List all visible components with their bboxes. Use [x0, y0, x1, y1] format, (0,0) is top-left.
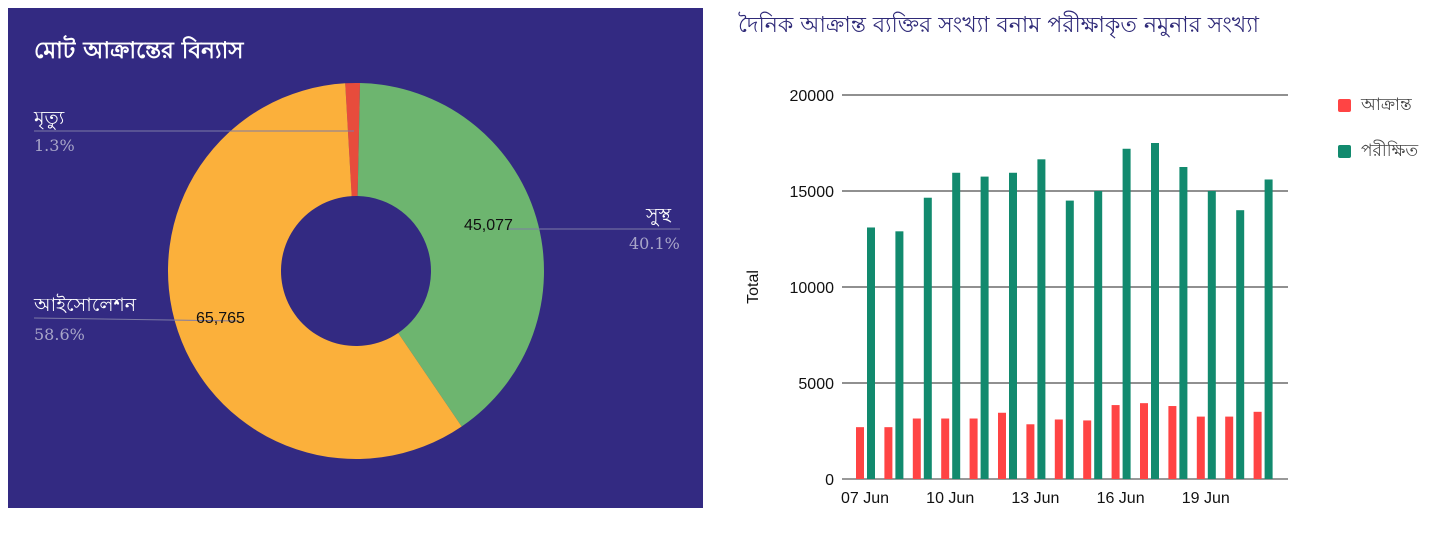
x-tick-label: 19 Jun — [1182, 490, 1230, 507]
slice-percent-death: 1.3% — [34, 136, 75, 155]
legend-swatch-infected — [1338, 99, 1351, 112]
bar-tested — [1009, 172, 1017, 479]
bar-tested — [1122, 148, 1131, 479]
donut-chart-title: মোট আক্রান্তের বিন্যাস — [34, 38, 244, 64]
bar-tested — [1264, 179, 1273, 479]
bar-tested — [1037, 159, 1046, 479]
y-tick-label: 5000 — [798, 376, 834, 393]
leader-line-isolation — [33, 317, 239, 322]
slice-percent-recovered: 40.1% — [629, 234, 680, 253]
bar-infected — [1111, 405, 1120, 479]
y-tick-label: 0 — [825, 472, 834, 489]
donut-slice-death — [345, 83, 361, 197]
bar-infected — [856, 427, 864, 479]
bar-infected — [998, 412, 1006, 479]
bar-tested — [1151, 143, 1159, 479]
x-tick-label: 10 Jun — [926, 490, 974, 507]
legend-label-infected: আক্রান্ত — [1361, 95, 1412, 115]
slice-value-recovered: 45,077 — [464, 217, 513, 234]
bar-tested — [1236, 210, 1245, 479]
bar-tested — [1207, 191, 1216, 479]
bar-infected — [1168, 406, 1177, 479]
donut-chart — [33, 83, 680, 460]
y-axis-label: Total — [745, 270, 762, 304]
bar-infected — [1083, 420, 1092, 479]
slice-value-isolation: 65,765 — [196, 310, 245, 327]
bar-chart-title: দৈনিক আক্রান্ত ব্যক্তির সংখ্যা বনাম পরীক… — [738, 13, 1259, 38]
slice-label-isolation: আইসোলেশন — [34, 294, 137, 316]
legend-swatch-tested — [1338, 145, 1351, 158]
bar-infected — [1196, 416, 1205, 479]
x-tick-label: 07 Jun — [841, 490, 889, 507]
legend-label-tested: পরীক্ষিত — [1361, 141, 1419, 161]
bar-chart: 0 5000 10000 15000 20000 Total 07 Jun 10 Jun 13 … — [745, 88, 1288, 507]
bar-infected — [969, 418, 978, 479]
legend-item-infected: আক্রান্ত — [1338, 92, 1412, 120]
slice-label-death: মৃত্যু — [34, 107, 65, 129]
x-tick-label: 16 Jun — [1097, 490, 1145, 507]
donut-chart-panel: মোট আক্রান্তের বিন্যাস মৃত্যু 1.3% সুস্থ… — [8, 8, 703, 508]
y-tick-label: 15000 — [790, 184, 835, 201]
bar-infected — [1054, 419, 1063, 479]
bar-infected — [912, 418, 921, 479]
donut-slice-isolation — [167, 83, 462, 460]
bar-tested — [1065, 200, 1074, 479]
y-tick-label: 10000 — [790, 280, 835, 297]
bar-tested — [867, 227, 875, 479]
bar-tested — [895, 231, 904, 479]
bar-tested — [980, 176, 989, 479]
bar-infected — [1225, 416, 1234, 479]
slice-label-recovered: সুস্থ — [646, 204, 672, 226]
x-tick-label: 13 Jun — [1011, 490, 1059, 507]
bar-infected — [1253, 411, 1262, 479]
donut-slice-recovered — [357, 83, 544, 427]
bar-infected — [1140, 403, 1148, 479]
bar-tested — [1094, 191, 1103, 479]
bar-infected — [941, 418, 950, 479]
y-tick-label: 20000 — [790, 88, 835, 105]
legend-item-tested: পরীক্ষিত — [1338, 138, 1418, 166]
bar-infected — [884, 427, 893, 479]
bar-infected — [1026, 424, 1035, 479]
bar-tested — [1179, 167, 1188, 479]
bar-tested — [923, 197, 932, 479]
bar-tested — [952, 172, 961, 479]
slice-percent-isolation: 58.6% — [34, 325, 85, 344]
